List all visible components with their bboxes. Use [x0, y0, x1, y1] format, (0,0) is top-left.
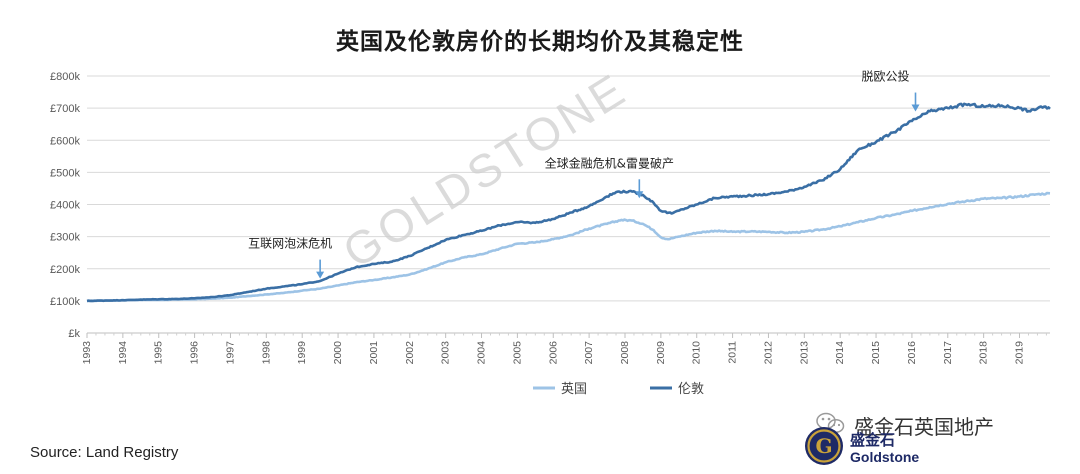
x-tick-label: 2002 [404, 341, 416, 365]
y-tick-label: £400k [50, 200, 80, 212]
y-tick-label: £100k [50, 296, 80, 308]
x-tick-label: 2009 [655, 341, 667, 365]
chart-title: 英国及伦敦房价的长期均价及其稳定性 [336, 29, 744, 55]
x-tick-label: 2018 [978, 341, 990, 365]
legend-label: 英国 [561, 382, 587, 397]
legend-label: 伦敦 [678, 381, 704, 397]
x-tick-label: 2004 [476, 341, 488, 365]
annotation-label: 脱欧公投 [861, 69, 909, 84]
wechat-account-name: 盛金石英国地产 [854, 415, 994, 439]
x-tick-label: 2015 [870, 341, 882, 365]
y-tick-label: £200k [50, 264, 80, 276]
annotation-label: 互联网泡沫危机 [248, 237, 332, 251]
x-tick-label: 1993 [81, 341, 93, 365]
series-lines [86, 102, 1051, 303]
x-tick-label: 2008 [619, 341, 631, 365]
x-tick-label: 2010 [691, 341, 703, 365]
series-line-london [86, 102, 1051, 303]
legend: 英国 伦敦 [533, 381, 704, 397]
x-tick-label: 2016 [906, 341, 918, 365]
logo-chinese-name: 盛金石 [850, 431, 895, 449]
logo-letter: G [815, 434, 832, 458]
x-tick-label: 2014 [834, 341, 846, 365]
x-axis: 1993 1994 1995 1996 1997 1998 1999 2000 2001 2002… [81, 332, 1050, 365]
x-tick-label: 1995 [153, 341, 165, 365]
y-tick-label: £800k [50, 71, 80, 83]
x-tick-label: 2019 [1014, 341, 1026, 365]
y-tick-label: £700k [50, 103, 80, 115]
x-tick-label: 2007 [583, 341, 595, 365]
x-tick-label: 2001 [368, 341, 380, 365]
brand-footer: 盛金石英国地产 G 盛金石 Goldstone [805, 412, 994, 465]
x-tick-label: 2012 [762, 341, 774, 365]
annotation-arrow-head [316, 271, 325, 279]
x-tick-label: 2006 [547, 341, 559, 365]
annotations: 互联网泡沫危机 全球金融危机&雷曼破产 脱欧公投 [248, 69, 920, 279]
x-tick-label: 2000 [332, 341, 344, 365]
x-tick-label: 1999 [296, 341, 308, 365]
x-tick-label: 1994 [117, 341, 129, 365]
x-tick-label: 2013 [798, 341, 810, 365]
annotation-arrow-head [911, 104, 920, 112]
x-tick-label: 2005 [511, 341, 523, 365]
y-tick-label: £300k [50, 232, 80, 244]
x-tick-label: 1997 [224, 341, 236, 365]
logo-english-name: Goldstone [850, 449, 919, 465]
y-tick-label: £500k [50, 167, 80, 179]
annotation-arrow-head [635, 191, 644, 199]
series-line-uk [86, 191, 1051, 303]
goldstone-logo-icon: G [805, 427, 843, 465]
x-tick-label: 2017 [942, 341, 954, 365]
y-tick-label: £600k [50, 135, 80, 147]
y-tick-label: £k [68, 328, 80, 340]
annotation-label: 全球金融危机&雷曼破产 [545, 155, 674, 170]
x-tick-label: 1998 [260, 341, 272, 365]
x-tick-label: 1996 [189, 341, 201, 365]
y-axis: £k £100k £200k £300k £400k £500k £600k £700k £80… [50, 71, 80, 340]
source-note: Source: Land Registry [30, 444, 179, 461]
x-tick-label: 2011 [727, 341, 739, 364]
x-tick-label: 2003 [440, 341, 452, 365]
